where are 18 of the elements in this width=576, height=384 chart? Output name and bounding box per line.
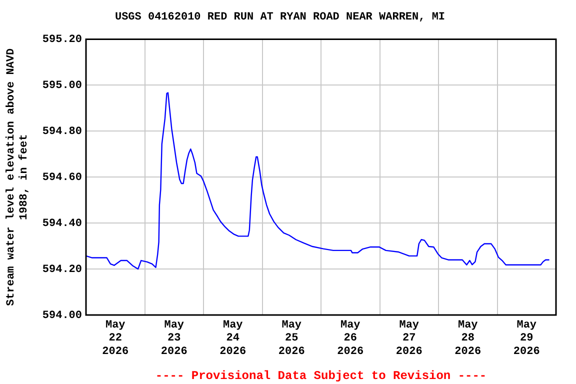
y-tick-label: 594.00 [42,310,82,322]
x-tick-label: May 24 2026 [220,319,246,358]
x-tick-label: May 27 2026 [396,319,422,358]
x-tick-label: May 23 2026 [160,319,188,358]
y-axis-title: Stream water level elevation above NAVD 1988, in feet [5,48,31,306]
text: ---- Provisional Data Subject to Revision ---- [155,369,487,383]
y-tick-label: 594.40 [42,218,82,230]
y-tick-label: 594.80 [42,126,82,138]
x-tick-label: May 28 2026 [454,319,482,358]
y-tick-label: 594.60 [42,172,82,184]
x-tick-label: May 25 2026 [278,319,305,358]
x-tick-label: May 26 2026 [337,319,364,358]
x-tick-label: May 29 2026 [513,319,540,358]
y-tick-label: 595.00 [42,80,82,92]
y-tick-label: 594.20 [42,264,82,276]
chart-title: USGS 04162010 RED RUN AT RYAN ROAD NEAR WARREN, MI [114,11,446,24]
y-tick-label: 595.20 [42,34,82,46]
x-tick-label: May 22 2026 [102,319,129,358]
